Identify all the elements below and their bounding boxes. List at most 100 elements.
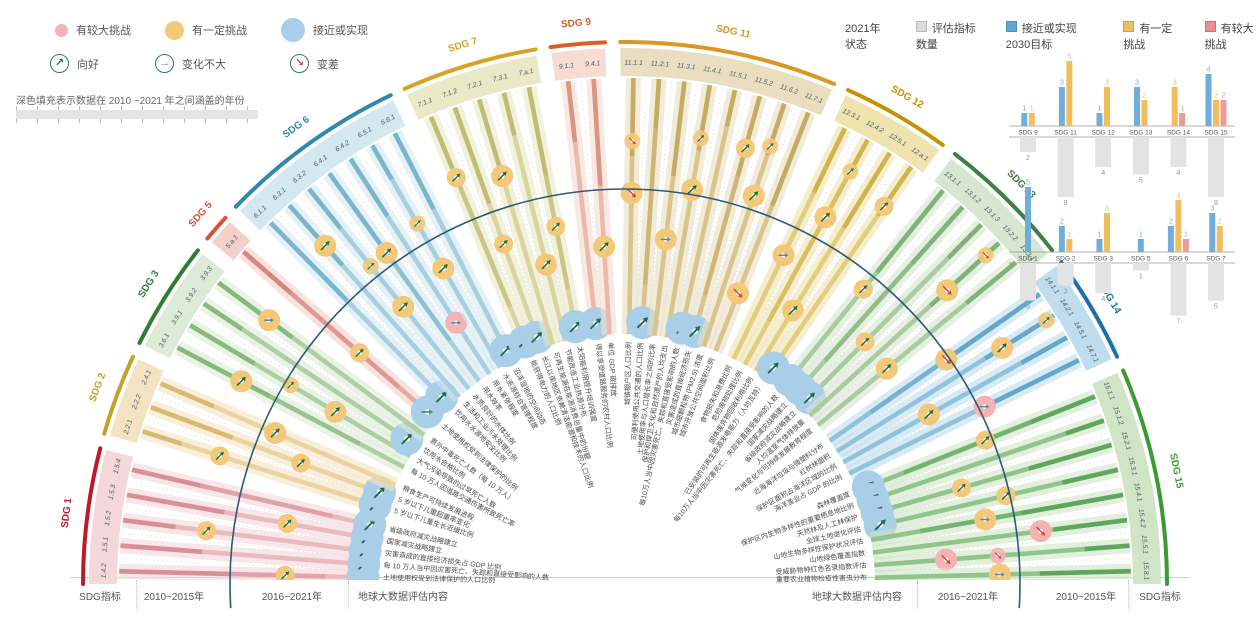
coverage-ruler	[16, 106, 258, 123]
sdg-name-label: SDG 2	[88, 371, 109, 403]
legend-item-bigchal: 有较大挑战	[1204, 21, 1254, 51]
sdg-name-label: SDG 7	[447, 36, 479, 55]
bar-assessed-value: 4	[1101, 294, 1105, 303]
indicator-code: 7.2.1	[467, 80, 484, 91]
bar-some	[1141, 100, 1148, 126]
indicator-13.2.2	[804, 237, 1005, 422]
mini-chart-SDG-5: SDG 5 1 1	[1121, 230, 1160, 281]
bar-assessed	[1057, 137, 1074, 197]
sdg-rim-arc	[846, 88, 945, 147]
sdg-rim-arc	[618, 40, 837, 86]
trend-up-icon	[296, 459, 305, 468]
trend-down-icon	[982, 251, 990, 259]
mini-chart-sdg-label: SDG 12	[1092, 130, 1116, 137]
mini-chart-sdg-label: SDG 14	[1167, 130, 1191, 137]
trend-down-icon	[942, 285, 952, 295]
ruler-ticks-bottom	[16, 119, 258, 123]
period-divider-arc	[229, 188, 1021, 609]
bar-assessed-value: 4	[1101, 168, 1105, 177]
bar-value: 3	[1173, 78, 1177, 87]
bar-some	[1213, 100, 1219, 126]
indicator-12.5.1	[749, 148, 897, 375]
indicator-12.3.1	[726, 124, 852, 363]
bar-assessed	[1132, 137, 1149, 175]
sdg-section-SDG-1	[118, 462, 387, 580]
bar-near	[1096, 239, 1103, 252]
bar-near	[1205, 74, 1212, 126]
trend-flat-icon	[778, 253, 789, 258]
mini-chart-sdg-label: SDG 11	[1054, 130, 1077, 137]
orange-status-icon	[165, 20, 184, 40]
blue-square-icon	[1005, 21, 1017, 32]
indicator-11.4.1	[659, 83, 718, 339]
indicator-label: 城镇棚户区人口比例	[623, 342, 633, 405]
indicator-code: 9.1.1	[559, 62, 575, 71]
trend-up-icon	[803, 392, 815, 404]
bar-some	[1175, 200, 1182, 252]
indicator-code: 15.3.1	[1127, 456, 1138, 476]
trend-up-icon	[880, 202, 889, 211]
bar-value: 5	[1026, 178, 1030, 187]
legend-item-little-change: → 变化不大	[155, 54, 226, 73]
axis-label-2016-right: 2016~2021年	[937, 592, 999, 603]
bar-some	[1103, 213, 1110, 252]
bar-assessed	[1095, 137, 1112, 167]
trend-flat-icon	[979, 404, 990, 409]
indicator-label: 重要农业植物检疫性害虫分布	[776, 573, 867, 584]
status-legend: 有较大挑战 有一定挑战 接近或实现	[55, 18, 368, 42]
sdg-name-label: SDG 3	[136, 268, 162, 300]
mini-chart-SDG-2: SDG 2 21 3	[1046, 217, 1085, 296]
trend-up-icon	[499, 239, 508, 249]
bar-value: 1	[1139, 230, 1143, 239]
legend-2021-title: 2021年状态	[845, 23, 881, 51]
indicator-label: 单位 GDP 碳排放	[606, 342, 618, 396]
trend-up-icon	[413, 220, 421, 227]
indicator-15.5.1	[873, 538, 1131, 573]
bar-value: 1	[1067, 230, 1071, 239]
trend-up-icon	[531, 331, 543, 343]
bar-assessed-value: 5	[1026, 302, 1030, 311]
mini-chart-sdg-label: SDG 5	[1131, 256, 1151, 263]
legend-label: 变差	[317, 58, 339, 71]
indicator-code: 11.4.1	[703, 66, 723, 76]
indicator-code: 15.4.2	[1137, 508, 1146, 528]
legend-item-big-challenge: 有较大挑战	[55, 22, 131, 38]
mini-chart-sdg-label: SDG 9	[1018, 130, 1038, 137]
legend-item-improving: ↗ 向好	[50, 54, 99, 73]
mini-chart-SDG-15: SDG 15 4 2 2 8	[1197, 65, 1235, 207]
sdg-section-SDG-2	[140, 376, 399, 522]
bar-value: 4	[1206, 65, 1210, 74]
trend-down-icon: ↘	[290, 54, 309, 73]
indicator-code: 1.5.1	[102, 536, 110, 552]
bar-assessed	[1208, 137, 1224, 197]
indicator-2.4.1	[157, 376, 399, 492]
bar-near	[1134, 87, 1141, 126]
trend-up-icon	[882, 364, 892, 374]
mini-chart-sdg-label: SDG 13	[1129, 130, 1153, 137]
trend-down-icon	[733, 288, 743, 298]
status-circle-orange	[275, 565, 295, 580]
trend-up-icon	[382, 248, 392, 258]
trend-up-icon	[373, 486, 386, 498]
indicator-6.6.1	[388, 129, 523, 368]
axis-label-2016-left: 2016~2021年	[261, 592, 323, 603]
indicator-code: 11.3.1	[677, 62, 696, 71]
indicator-6.4.1	[323, 168, 486, 386]
indicator-11.1.1	[620, 77, 643, 335]
axis-label-content-right: 地球大数据评估内容	[812, 592, 902, 603]
mini-chart-sdg-label: SDG 3	[1093, 256, 1113, 263]
trend-flat-icon	[421, 409, 434, 415]
status-circle-orange	[988, 563, 1011, 580]
trend-up-icon	[687, 185, 697, 195]
indicator-15.8.1	[874, 563, 1132, 580]
bar-some	[1028, 113, 1035, 126]
bar-near	[1137, 239, 1144, 252]
bar-assessed-value: 8	[1214, 198, 1218, 207]
sdg-rim-arc	[402, 47, 538, 91]
indicator-code: 1.5.4	[113, 458, 123, 475]
bar-assessed-value: 1	[1139, 272, 1143, 281]
indicator-code: 11.5.1	[728, 70, 748, 81]
indicator-6.3.2	[303, 184, 475, 394]
trend-flat-icon	[660, 237, 671, 242]
